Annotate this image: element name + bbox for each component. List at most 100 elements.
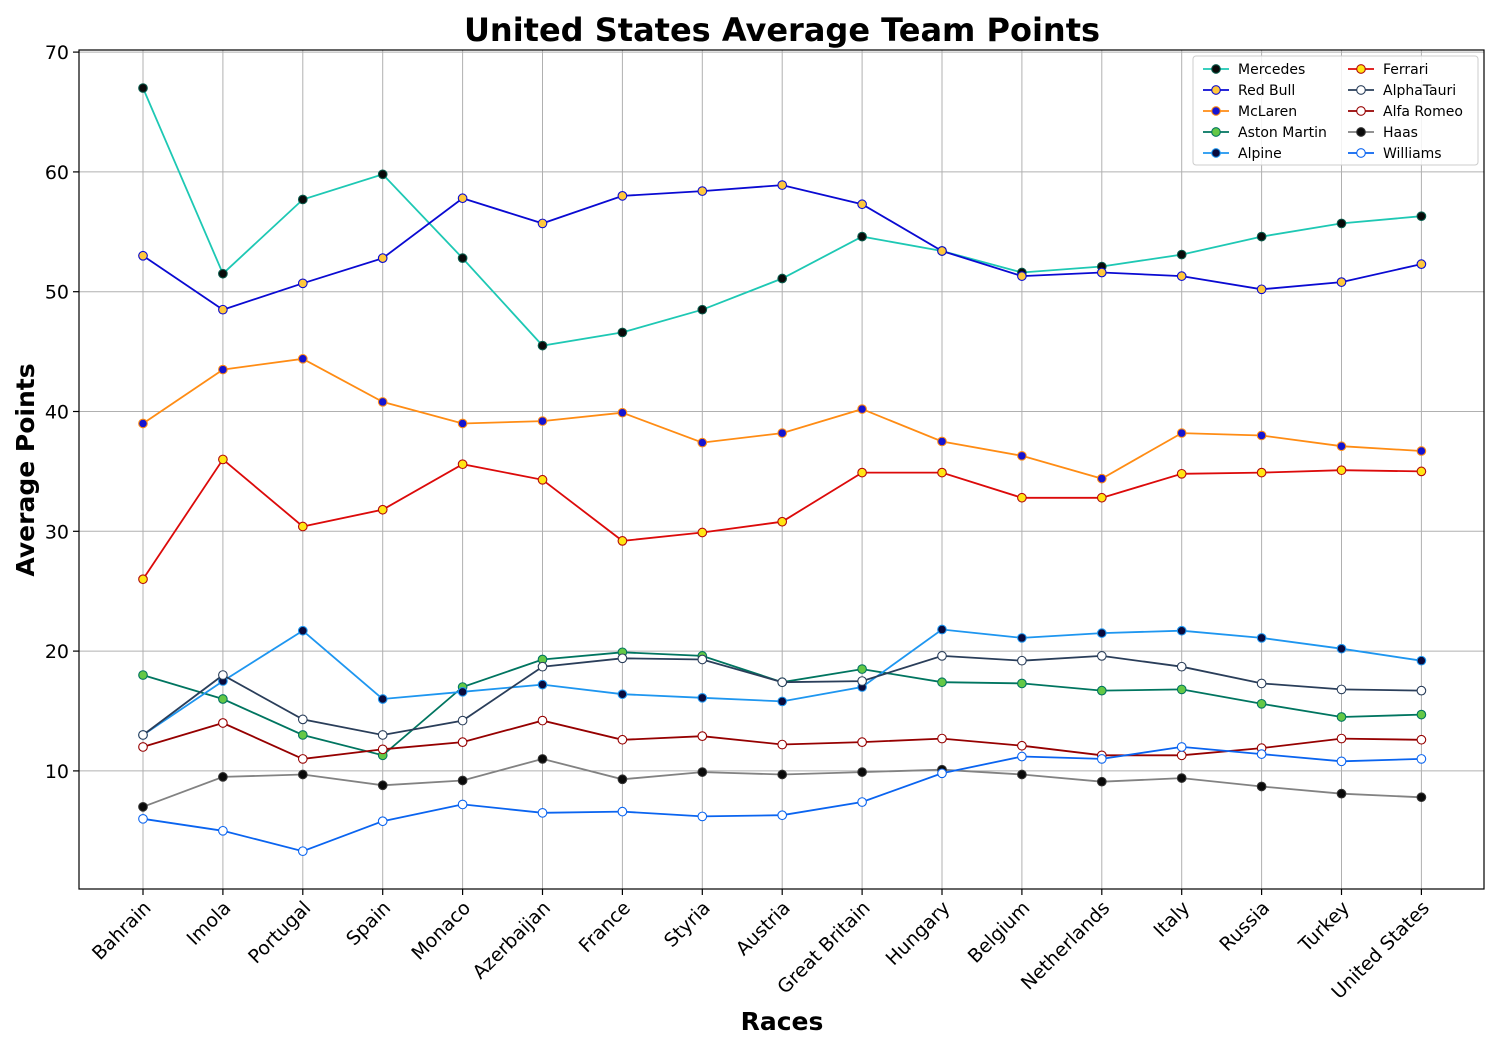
data-point	[617, 689, 628, 700]
x-tick-label: Azerbaijan	[468, 897, 555, 984]
data-point	[1017, 655, 1027, 666]
data-point	[777, 428, 788, 438]
data-point	[937, 246, 947, 256]
data-point	[937, 651, 947, 661]
x-tick-label: Belgium	[964, 897, 1035, 968]
data-point	[1416, 734, 1427, 745]
data-point	[697, 186, 708, 196]
data-point	[1017, 678, 1027, 689]
series-alfa-romeo	[138, 715, 1427, 764]
x-tick-label: Italy	[1150, 897, 1195, 942]
data-point	[1336, 788, 1347, 799]
data-point	[1416, 754, 1427, 764]
series-mclaren	[138, 353, 1427, 484]
data-point	[537, 416, 548, 426]
data-point	[377, 780, 388, 791]
data-point	[457, 686, 468, 697]
data-point	[777, 516, 788, 527]
data-point	[1416, 466, 1427, 477]
legend-label: Alfa Romeo	[1383, 104, 1463, 120]
data-point	[537, 715, 548, 726]
legend-item: Aston Martin	[1203, 125, 1327, 141]
legend-marker	[1356, 148, 1366, 158]
legend-label: AlphaTauri	[1383, 83, 1456, 99]
data-point	[1416, 211, 1427, 222]
data-point	[1416, 446, 1427, 456]
data-point	[777, 810, 788, 821]
data-point	[857, 664, 867, 674]
data-point	[937, 733, 947, 744]
data-point	[777, 696, 788, 707]
legend-label: Alpine	[1238, 146, 1282, 162]
data-point	[1416, 685, 1427, 696]
y-tick-label: 10	[45, 761, 69, 783]
data-point	[138, 801, 148, 812]
data-point	[1176, 684, 1187, 695]
data-point	[1256, 284, 1267, 295]
legend-box	[1192, 55, 1479, 166]
data-point	[1336, 218, 1347, 229]
data-point	[457, 253, 468, 264]
data-point	[1096, 492, 1107, 503]
x-tick-label: Imola	[183, 897, 236, 950]
data-point	[138, 742, 148, 752]
legend-marker	[1211, 85, 1221, 95]
data-point	[857, 676, 867, 686]
y-tick-label: 40	[45, 402, 69, 424]
data-point	[377, 253, 388, 264]
legend-marker	[1356, 106, 1366, 116]
data-point	[1336, 684, 1347, 695]
data-point	[857, 737, 867, 747]
data-point	[857, 467, 867, 478]
x-tick-label: Portugal	[244, 897, 315, 968]
legend-marker	[1211, 106, 1221, 116]
data-point	[1176, 625, 1187, 636]
legend-item: Alpine	[1203, 146, 1282, 162]
legend-item: Alfa Romeo	[1348, 104, 1463, 120]
data-point	[297, 714, 308, 725]
data-point	[457, 193, 468, 204]
data-point	[218, 718, 228, 728]
data-point	[617, 191, 628, 201]
data-point	[1017, 450, 1027, 461]
data-point	[457, 799, 468, 810]
data-point	[138, 574, 148, 585]
data-point	[937, 436, 947, 447]
data-point	[697, 811, 708, 822]
grid	[79, 50, 1484, 889]
x-tick-label: Austria	[732, 897, 795, 960]
data-point	[1176, 742, 1187, 752]
data-point	[697, 527, 708, 538]
data-point	[138, 813, 148, 824]
data-point	[297, 278, 308, 289]
data-point	[1017, 492, 1027, 503]
data-point	[1256, 467, 1267, 478]
legend-item: Red Bull	[1203, 83, 1295, 99]
data-point	[1096, 628, 1107, 638]
legend-marker	[1211, 64, 1221, 74]
data-point	[218, 268, 228, 279]
data-point	[1336, 465, 1347, 476]
data-point	[777, 677, 788, 688]
data-point	[537, 661, 548, 672]
chart-title: United States Average Team Points	[464, 11, 1100, 49]
data-point	[937, 467, 947, 478]
data-point	[457, 418, 468, 429]
legend-item: Mercedes	[1203, 62, 1305, 78]
y-tick-label: 70	[45, 42, 69, 64]
data-point	[1416, 792, 1427, 803]
legend-item: Williams	[1348, 146, 1442, 162]
data-point	[377, 744, 388, 755]
data-point	[537, 807, 548, 818]
legend-label: Mercedes	[1238, 62, 1305, 78]
data-point	[297, 846, 308, 857]
data-point	[857, 404, 867, 414]
data-point	[218, 454, 228, 465]
legend-item: AlphaTauri	[1348, 83, 1456, 99]
data-point	[1096, 473, 1107, 484]
data-point	[537, 340, 548, 351]
data-point	[1176, 249, 1187, 260]
data-point	[937, 677, 947, 688]
series-layer	[138, 83, 1427, 857]
